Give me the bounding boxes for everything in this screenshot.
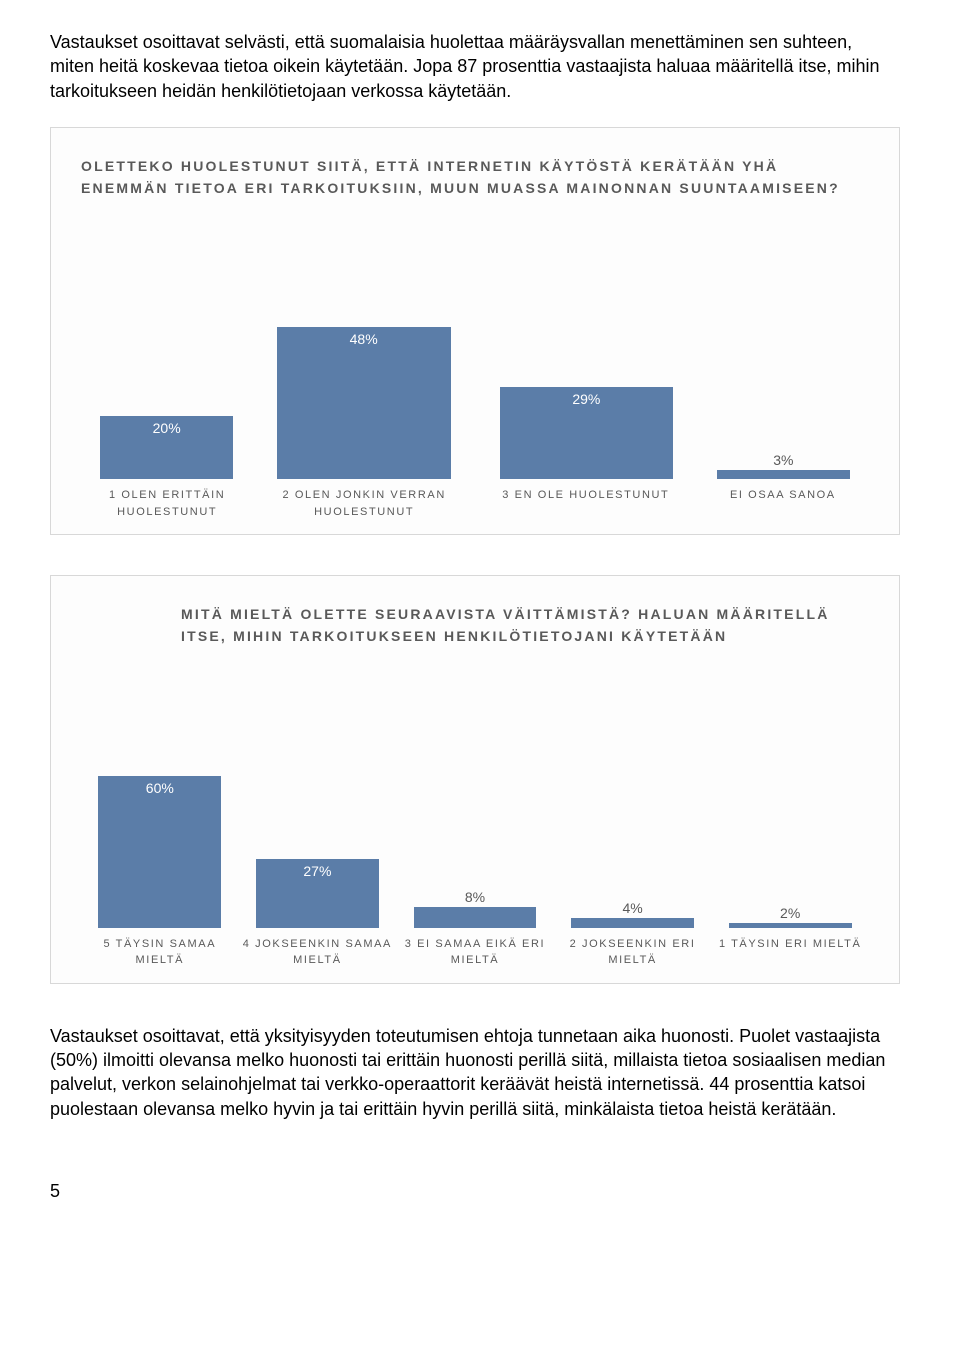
chart1-bars: 20% 48% 29% 3% xyxy=(81,289,869,479)
category-label: EI OSAA SANOA xyxy=(697,487,869,520)
bar-value-label: 27% xyxy=(303,863,331,879)
bar-rect xyxy=(277,327,451,479)
bar-cell: 60% xyxy=(81,738,239,928)
bar-cell: 20% xyxy=(81,289,252,479)
bar-cell: 8% xyxy=(396,738,554,928)
bar-value-label: 20% xyxy=(153,420,181,436)
chart1-categories: 1 OLEN ERITTÄIN HUOLESTUNUT2 OLEN JONKIN… xyxy=(81,487,869,520)
bar-cell: 4% xyxy=(554,738,712,928)
bar-value-label: 8% xyxy=(465,889,485,905)
category-label: 3 EN OLE HUOLESTUNUT xyxy=(475,487,697,520)
category-label: 1 OLEN ERITTÄIN HUOLESTUNUT xyxy=(81,487,253,520)
category-label: 2 OLEN JONKIN VERRAN HUOLESTUNUT xyxy=(253,487,475,520)
category-label: 3 EI SAMAA EIKÄ ERI MIELTÄ xyxy=(396,936,554,969)
category-label: 1 TÄYSIN ERI MIELTÄ xyxy=(711,936,869,969)
bar-value-label: 2% xyxy=(780,905,800,921)
bar-rect xyxy=(717,470,851,480)
page-number: 5 xyxy=(50,1181,900,1202)
chart2-categories: 5 TÄYSIN SAMAA MIELTÄ4 JOKSEENKIN SAMAA … xyxy=(81,936,869,969)
chart-opinion: MITÄ MIELTÄ OLETTE SEURAAVISTA VÄITTÄMIS… xyxy=(50,575,900,983)
category-label: 2 JOKSEENKIN ERI MIELTÄ xyxy=(554,936,712,969)
chart1-title: OLETTEKO HUOLESTUNUT SIITÄ, ETTÄ INTERNE… xyxy=(81,156,869,199)
bar-value-label: 60% xyxy=(146,780,174,796)
chart-concern: OLETTEKO HUOLESTUNUT SIITÄ, ETTÄ INTERNE… xyxy=(50,127,900,535)
intro-paragraph: Vastaukset osoittavat selvästi, että suo… xyxy=(50,30,900,103)
bar-value-label: 3% xyxy=(773,452,793,468)
outro-paragraph: Vastaukset osoittavat, että yksityisyyde… xyxy=(50,1024,900,1121)
bar-cell: 27% xyxy=(239,738,397,928)
bar-cell: 48% xyxy=(252,289,475,479)
bar-rect xyxy=(571,918,694,928)
chart2-bars: 60% 27% 8% 4% 2% xyxy=(81,738,869,928)
category-label: 5 TÄYSIN SAMAA MIELTÄ xyxy=(81,936,239,969)
bar-value-label: 4% xyxy=(622,900,642,916)
bar-cell: 2% xyxy=(711,738,869,928)
bar-cell: 29% xyxy=(475,289,698,479)
bar-value-label: 29% xyxy=(572,391,600,407)
bar-rect xyxy=(414,907,537,927)
category-label: 4 JOKSEENKIN SAMAA MIELTÄ xyxy=(239,936,397,969)
bar-rect xyxy=(98,776,221,928)
bar-cell: 3% xyxy=(698,289,869,479)
bar-value-label: 48% xyxy=(350,331,378,347)
bar-rect xyxy=(729,923,852,928)
chart2-title: MITÄ MIELTÄ OLETTE SEURAAVISTA VÄITTÄMIS… xyxy=(181,604,869,647)
